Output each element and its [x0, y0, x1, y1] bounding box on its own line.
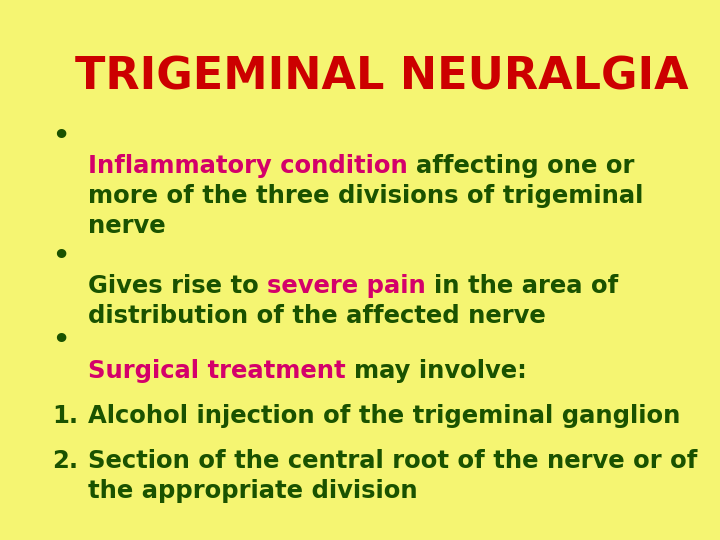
Text: severe pain: severe pain [267, 274, 434, 298]
Text: TRIGEMINAL NEURALGIA: TRIGEMINAL NEURALGIA [75, 55, 688, 98]
Text: •: • [52, 124, 69, 150]
Text: distribution of the affected nerve: distribution of the affected nerve [88, 304, 546, 328]
Text: Inflammatory condition: Inflammatory condition [88, 154, 416, 178]
Text: may involve:: may involve: [354, 359, 527, 383]
Text: •: • [52, 244, 69, 269]
Text: Gives rise to: Gives rise to [88, 274, 267, 298]
Text: affecting one or: affecting one or [416, 154, 634, 178]
Text: more of the three divisions of trigeminal: more of the three divisions of trigemina… [88, 184, 644, 208]
Text: 2.: 2. [52, 449, 78, 473]
Text: the appropriate division: the appropriate division [88, 479, 418, 503]
Text: 1.: 1. [52, 404, 78, 428]
Text: nerve: nerve [88, 214, 166, 238]
Text: Alcohol injection of the trigeminal ganglion: Alcohol injection of the trigeminal gang… [88, 404, 680, 428]
Text: •: • [52, 328, 69, 354]
Text: in the area of: in the area of [434, 274, 618, 298]
Text: Surgical treatment: Surgical treatment [88, 359, 354, 383]
Text: Section of the central root of the nerve or of: Section of the central root of the nerve… [88, 449, 698, 473]
